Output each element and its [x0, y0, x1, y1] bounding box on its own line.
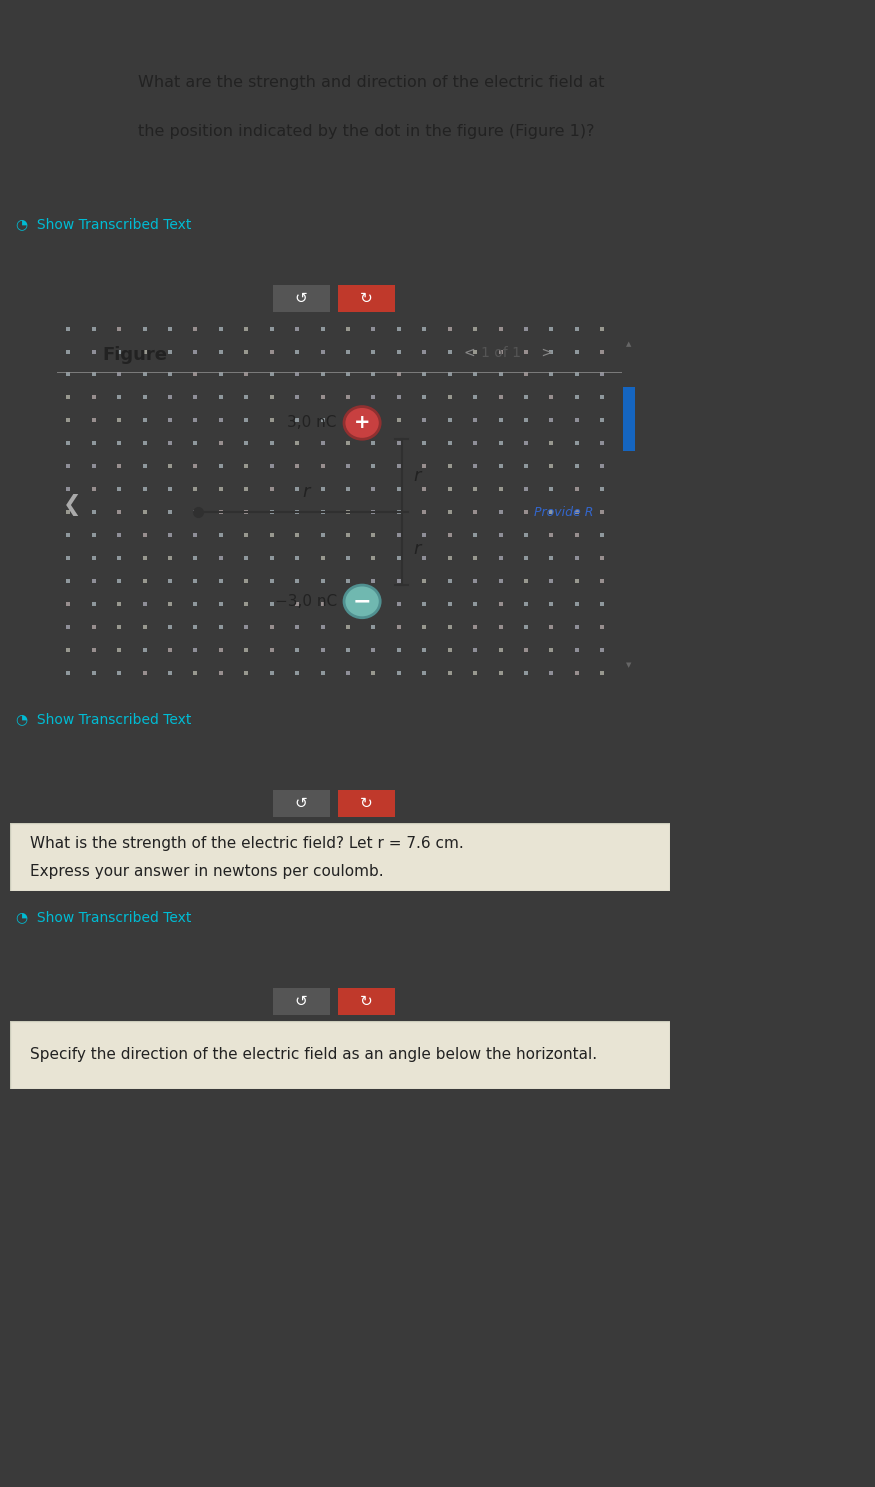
- Text: −3,0 nC: −3,0 nC: [275, 593, 337, 608]
- FancyBboxPatch shape: [338, 987, 395, 1014]
- Text: Specify the direction of the electric field as an angle below the horizontal.: Specify the direction of the electric fi…: [30, 1047, 597, 1063]
- Text: ▲: ▲: [626, 341, 632, 346]
- Text: ◔  Show Transcribed Text: ◔ Show Transcribed Text: [16, 910, 192, 923]
- Text: What is the strength of the electric field? Let r = 7.6 cm.: What is the strength of the electric fie…: [30, 836, 464, 851]
- FancyBboxPatch shape: [10, 822, 670, 891]
- Text: 1 of 1: 1 of 1: [480, 346, 521, 360]
- Text: +: +: [354, 413, 370, 433]
- FancyBboxPatch shape: [273, 987, 330, 1014]
- Text: ◔  Show Transcribed Text: ◔ Show Transcribed Text: [16, 217, 192, 230]
- Circle shape: [344, 584, 380, 617]
- Text: ↻: ↻: [360, 796, 373, 810]
- Text: <: <: [464, 346, 480, 360]
- Text: r: r: [413, 467, 420, 485]
- Text: −: −: [353, 592, 371, 611]
- Text: ↺: ↺: [295, 290, 308, 305]
- Text: r: r: [413, 540, 420, 558]
- FancyBboxPatch shape: [273, 284, 330, 311]
- FancyBboxPatch shape: [338, 284, 395, 311]
- Text: the position indicated by the dot in the figure (Figure 1)?: the position indicated by the dot in the…: [138, 125, 594, 140]
- Text: Express your answer in newtons per coulomb.: Express your answer in newtons per coulo…: [30, 864, 383, 879]
- Text: >: >: [537, 346, 553, 360]
- Text: 3,0 nC: 3,0 nC: [287, 415, 337, 430]
- Text: ↻: ↻: [360, 290, 373, 305]
- Circle shape: [344, 406, 380, 439]
- Text: Provide R: Provide R: [535, 506, 594, 519]
- Text: ◔  Show Transcribed Text: ◔ Show Transcribed Text: [16, 712, 192, 726]
- Text: Figure: Figure: [102, 346, 167, 364]
- FancyBboxPatch shape: [623, 387, 635, 451]
- Text: ▼: ▼: [626, 662, 632, 668]
- Text: What are the strength and direction of the electric field at: What are the strength and direction of t…: [138, 74, 605, 89]
- Text: r: r: [302, 483, 309, 501]
- FancyBboxPatch shape: [10, 1022, 670, 1088]
- Text: ❮: ❮: [63, 494, 81, 516]
- Text: ↺: ↺: [295, 796, 308, 810]
- FancyBboxPatch shape: [273, 790, 330, 816]
- Text: ↺: ↺: [295, 993, 308, 1008]
- Text: ↻: ↻: [360, 993, 373, 1008]
- FancyBboxPatch shape: [338, 790, 395, 816]
